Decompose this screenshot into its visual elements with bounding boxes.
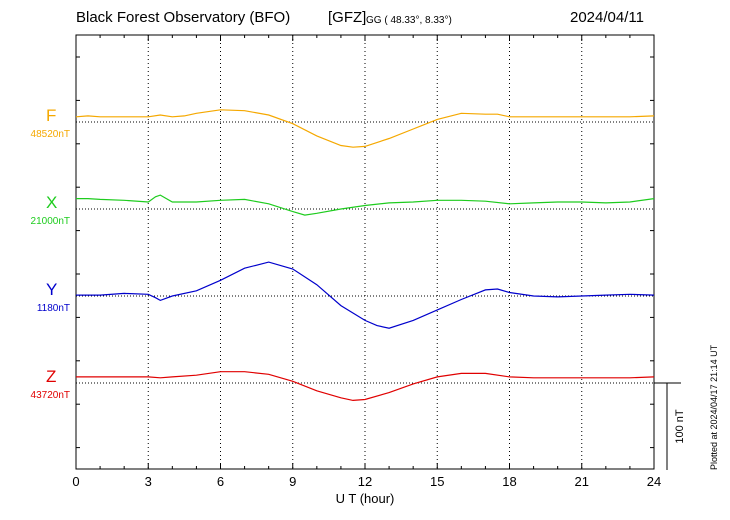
x-axis-label: U T (hour) xyxy=(336,491,395,506)
component-label-x: X xyxy=(46,193,58,212)
series-line-y xyxy=(76,261,655,329)
observatory-title: Black Forest Observatory (BFO) xyxy=(76,9,291,26)
scale-bar-label: 100 nT xyxy=(674,409,686,444)
series-line-x xyxy=(76,194,655,216)
series-line-z xyxy=(76,371,655,402)
plotted-timestamp: Plotted at 2024/04/17 21:14 UT xyxy=(709,344,719,470)
date-label: 2024/04/11 xyxy=(570,9,644,26)
x-tick-label: 24 xyxy=(647,474,661,489)
series-line-f xyxy=(75,109,655,148)
component-label-z: Z xyxy=(46,367,57,386)
x-tick-label: 21 xyxy=(575,474,589,489)
institute-label: [GFZ] xyxy=(328,9,367,26)
baseline-value-z: 43720nT xyxy=(30,390,70,401)
x-tick-label: 12 xyxy=(358,474,372,489)
x-tick-label: 3 xyxy=(145,474,152,489)
coordinates-label: GG ( 48.33°, 8.33°) xyxy=(366,15,452,26)
x-tick-label: 15 xyxy=(430,474,444,489)
baseline-value-x: 21000nT xyxy=(30,216,70,227)
component-label-y: Y xyxy=(46,280,58,299)
x-tick-label: 0 xyxy=(72,474,79,489)
baseline-value-y: 1180nT xyxy=(36,303,70,314)
x-tick-label: 6 xyxy=(217,474,224,489)
baseline-value-f: 48520nT xyxy=(30,129,70,140)
x-tick-label: 9 xyxy=(289,474,296,489)
x-tick-label: 18 xyxy=(502,474,516,489)
component-label-f: F xyxy=(46,106,57,125)
